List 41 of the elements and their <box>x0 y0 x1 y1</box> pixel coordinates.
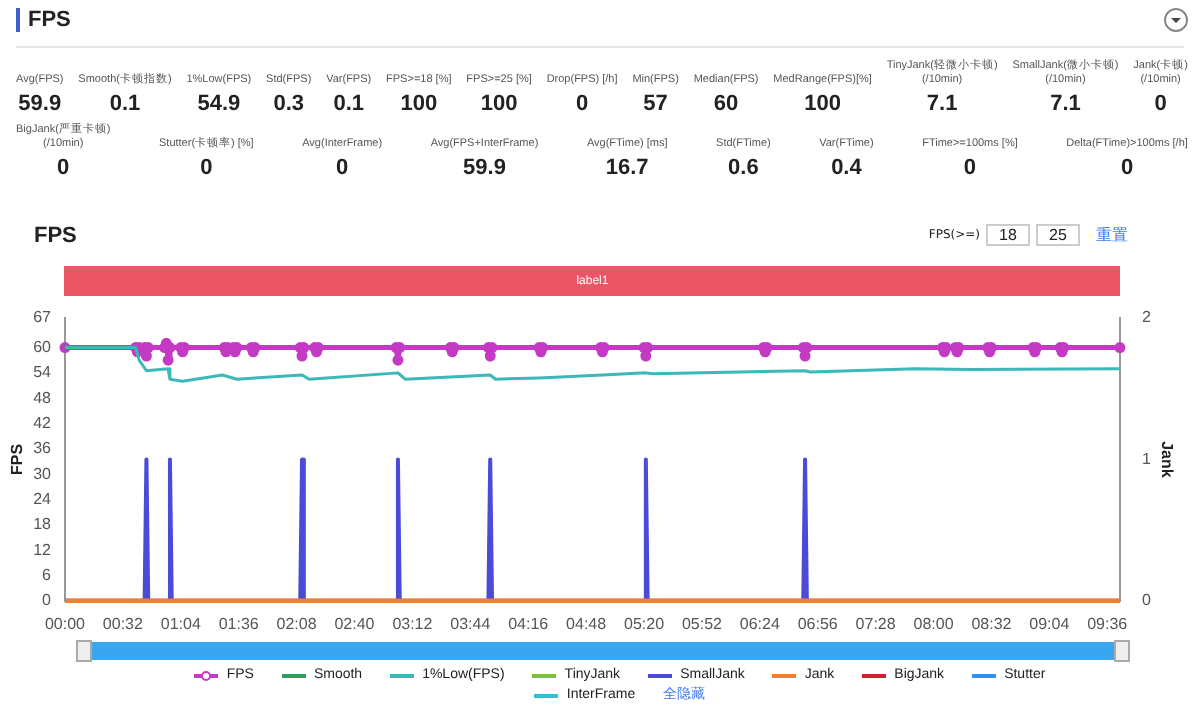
y-tick-label: 12 <box>33 540 53 559</box>
y2-axis-title: Jank <box>1157 441 1176 479</box>
chart-subtitle: FPS <box>34 224 77 248</box>
y2-tick-label: 1 <box>1141 449 1152 468</box>
text: 25 <box>1036 224 1080 246</box>
x-tick-label: 08:00 <box>913 614 955 633</box>
y-axis-title: FPS <box>8 442 27 475</box>
y-tick-label: 36 <box>33 439 53 458</box>
x-tick-label: 00:32 <box>102 614 145 633</box>
x-tick-label: 06:56 <box>797 614 839 633</box>
x-tick-label: 08:32 <box>971 614 1013 633</box>
y-tick-label: 30 <box>33 464 53 483</box>
x-tick-label: 02:40 <box>334 614 376 633</box>
x-tick-label: 03:44 <box>450 614 492 633</box>
x-tick-label: 04:16 <box>508 614 550 633</box>
x-tick-label: 02:08 <box>276 614 318 633</box>
y-tick-label: 54 <box>33 363 53 382</box>
y-tick-label: 0 <box>42 591 53 610</box>
text: 重置 <box>1096 224 1128 246</box>
x-tick-label: 09:36 <box>1087 614 1129 633</box>
y-tick-label: 67 <box>33 308 53 327</box>
text: 18 <box>986 224 1030 246</box>
x-tick-label: 05:52 <box>681 614 724 633</box>
x-tick-label: 01:04 <box>160 614 202 633</box>
y2-tick-label: 0 <box>1141 591 1152 610</box>
y-tick-label: 42 <box>33 413 53 432</box>
y-tick-label: 24 <box>33 489 53 508</box>
x-tick-label: 05:20 <box>623 614 666 633</box>
y2-tick-label: 2 <box>1141 308 1152 327</box>
x-tick-label: 06:24 <box>739 614 781 633</box>
x-tick-label: 04:48 <box>566 614 608 633</box>
y-tick-label: 48 <box>33 388 53 407</box>
chart-title: FPS <box>16 8 71 32</box>
x-tick-label: 09:04 <box>1029 614 1071 633</box>
x-tick-label: 00:00 <box>44 614 87 633</box>
x-tick-label: 03:12 <box>392 614 434 633</box>
x-tick-label: 07:28 <box>855 614 897 633</box>
y-tick-label: 18 <box>33 515 53 534</box>
x-tick-label: 01:36 <box>218 614 260 633</box>
y-tick-label: 60 <box>33 337 53 356</box>
y-tick-label: 6 <box>42 565 53 584</box>
